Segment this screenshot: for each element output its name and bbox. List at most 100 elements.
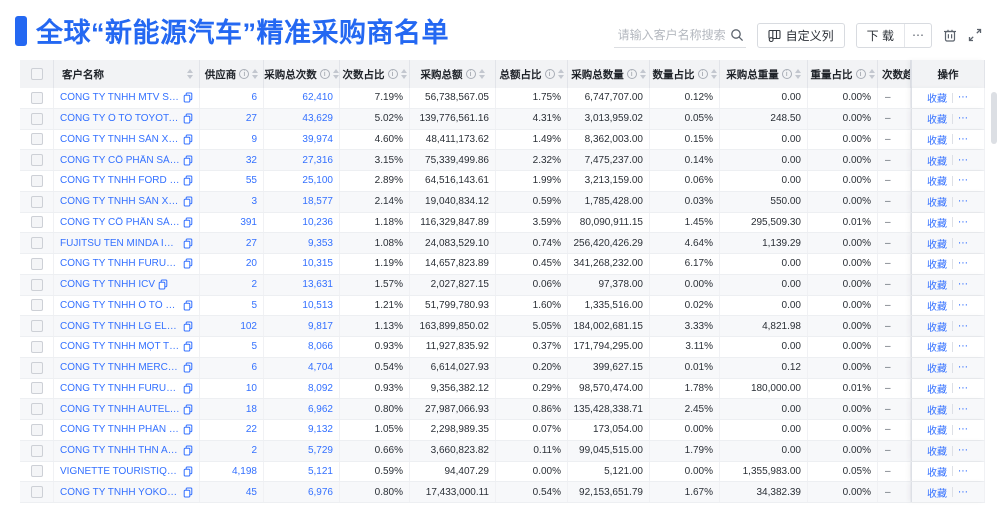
info-icon[interactable]: i [319, 69, 330, 79]
row-checkbox[interactable] [30, 91, 43, 104]
customer-name-link[interactable]: CÔNG TY TNHH SẢN XUẤT VÀ ... [60, 133, 180, 145]
copy-icon[interactable] [183, 341, 193, 352]
customer-name-link[interactable]: CÔNG TY TNHH FURUKAWA A... [60, 382, 180, 394]
row-more-button[interactable]: ⋯ [958, 133, 969, 145]
download-button[interactable]: 下 载 [866, 28, 894, 43]
copy-icon[interactable] [183, 196, 193, 207]
download-more-button[interactable]: ⋯ [904, 23, 931, 47]
row-more-button[interactable]: ⋯ [958, 403, 969, 415]
favorite-link[interactable]: 收藏 [927, 177, 947, 189]
sort-icon[interactable] [794, 69, 801, 79]
column-header-amount[interactable]: 采购总额 i [410, 60, 496, 88]
row-checkbox[interactable] [30, 195, 43, 208]
fullscreen-icon[interactable] [968, 28, 982, 42]
customer-name-link[interactable]: CÔNG TY TNHH ICV [60, 279, 156, 291]
column-header-weight_pct[interactable]: 重量占比 i [808, 60, 878, 88]
customer-name-link[interactable]: VIGNETTE TOURISTIQUE G UNI... [60, 465, 180, 477]
column-header-amount_pct[interactable]: 总额占比 i [496, 60, 568, 88]
customer-name-link[interactable]: CÔNG TY CỔ PHẦN SẢN XUẤT... [60, 154, 180, 166]
copy-icon[interactable] [183, 300, 193, 311]
info-icon[interactable]: i [239, 69, 250, 79]
favorite-link[interactable]: 收藏 [927, 239, 947, 251]
favorite-link[interactable]: 收藏 [927, 384, 947, 396]
row-checkbox[interactable] [30, 486, 43, 499]
copy-icon[interactable] [183, 487, 193, 498]
row-more-button[interactable]: ⋯ [958, 486, 969, 498]
favorite-link[interactable]: 收藏 [927, 260, 947, 272]
row-more-button[interactable]: ⋯ [958, 258, 969, 270]
scrollbar-thumb[interactable] [991, 92, 997, 144]
row-more-button[interactable]: ⋯ [958, 299, 969, 311]
customer-name-link[interactable]: CÔNG TY CỔ PHẦN SẢN XUẤT... [60, 216, 180, 228]
column-header-times_pct[interactable]: 次数占比 i [340, 60, 410, 88]
row-more-button[interactable]: ⋯ [958, 237, 969, 249]
row-more-button[interactable]: ⋯ [958, 92, 969, 104]
copy-icon[interactable] [183, 445, 193, 456]
copy-icon[interactable] [183, 404, 193, 415]
sort-icon[interactable] [557, 69, 564, 79]
copy-icon[interactable] [183, 424, 193, 435]
row-checkbox[interactable] [30, 216, 43, 229]
row-more-button[interactable]: ⋯ [958, 113, 969, 125]
row-checkbox[interactable] [30, 444, 43, 457]
copy-icon[interactable] [183, 92, 193, 103]
favorite-link[interactable]: 收藏 [927, 467, 947, 479]
customer-name-link[interactable]: CÔNG TY TNHH LG ELECTRON... [60, 320, 180, 332]
favorite-link[interactable]: 收藏 [927, 364, 947, 376]
row-checkbox[interactable] [30, 112, 43, 125]
info-icon[interactable]: i [697, 69, 708, 79]
sort-icon[interactable] [332, 69, 339, 79]
column-header-qty[interactable]: 采购总数量 i [568, 60, 650, 88]
row-checkbox[interactable] [30, 340, 43, 353]
favorite-link[interactable]: 收藏 [927, 156, 947, 168]
row-checkbox[interactable] [30, 237, 43, 250]
customer-name-link[interactable]: CÔNG TY TNHH FORD VIỆT NAM [60, 175, 180, 187]
select-all-checkbox[interactable] [30, 68, 43, 80]
favorite-link[interactable]: 收藏 [927, 218, 947, 230]
row-more-button[interactable]: ⋯ [958, 424, 969, 436]
column-header-weight[interactable]: 采购总重量 i [720, 60, 808, 88]
row-checkbox[interactable] [30, 382, 43, 395]
info-icon[interactable]: i [781, 69, 792, 79]
row-checkbox[interactable] [30, 174, 43, 187]
row-checkbox[interactable] [30, 403, 43, 416]
row-checkbox[interactable] [30, 257, 43, 270]
customer-name-link[interactable]: CÔNG TY TNHH MTV SẢN XUẤ... [60, 92, 180, 104]
copy-icon[interactable] [158, 279, 168, 290]
sort-icon[interactable] [187, 69, 193, 79]
customer-name-link[interactable]: CÔNG TY TNHH Ô TÔ MITSUBI... [60, 299, 180, 311]
info-icon[interactable]: i [626, 69, 637, 79]
column-header-supplier[interactable]: 供应商 i [200, 60, 264, 88]
row-checkbox[interactable] [30, 154, 43, 167]
row-checkbox[interactable] [30, 133, 43, 146]
row-checkbox[interactable] [30, 299, 43, 312]
search-box[interactable] [613, 22, 746, 48]
info-icon[interactable]: i [387, 69, 398, 79]
info-icon[interactable]: i [855, 69, 866, 79]
row-more-button[interactable]: ⋯ [958, 362, 969, 374]
favorite-link[interactable]: 收藏 [927, 488, 947, 500]
customer-name-link[interactable]: CÔNG TY TNHH MERCEDES–B... [60, 362, 180, 374]
customer-name-link[interactable]: FUJITSU TEN MINDA INDIA PVT... [60, 237, 180, 249]
favorite-link[interactable]: 收藏 [927, 135, 947, 147]
favorite-link[interactable]: 收藏 [927, 426, 947, 438]
copy-icon[interactable] [183, 217, 193, 228]
customer-name-link[interactable]: CÔNG TY TNHH PHÂN PHỐI T... [60, 424, 180, 436]
sort-icon[interactable] [639, 69, 646, 79]
customer-name-link[interactable]: CÔNG TY TNHH THN AUTOPAR... [60, 445, 180, 457]
row-checkbox[interactable] [30, 361, 43, 374]
copy-icon[interactable] [183, 258, 193, 269]
sort-icon[interactable] [252, 69, 259, 79]
favorite-link[interactable]: 收藏 [927, 405, 947, 417]
sort-icon[interactable] [478, 69, 485, 79]
row-checkbox[interactable] [30, 423, 43, 436]
customer-name-link[interactable]: CÔNG TY TNHH YOKOWO VIỆT... [60, 486, 180, 498]
row-more-button[interactable]: ⋯ [958, 154, 969, 166]
row-more-button[interactable]: ⋯ [958, 382, 969, 394]
customer-name-link[interactable]: CÔNG TY Ô TÔ TOYOTA VIỆT ... [60, 113, 180, 125]
sort-icon[interactable] [868, 69, 875, 79]
favorite-link[interactable]: 收藏 [927, 322, 947, 334]
copy-icon[interactable] [183, 362, 193, 373]
row-more-button[interactable]: ⋯ [958, 175, 969, 187]
copy-icon[interactable] [183, 383, 193, 394]
